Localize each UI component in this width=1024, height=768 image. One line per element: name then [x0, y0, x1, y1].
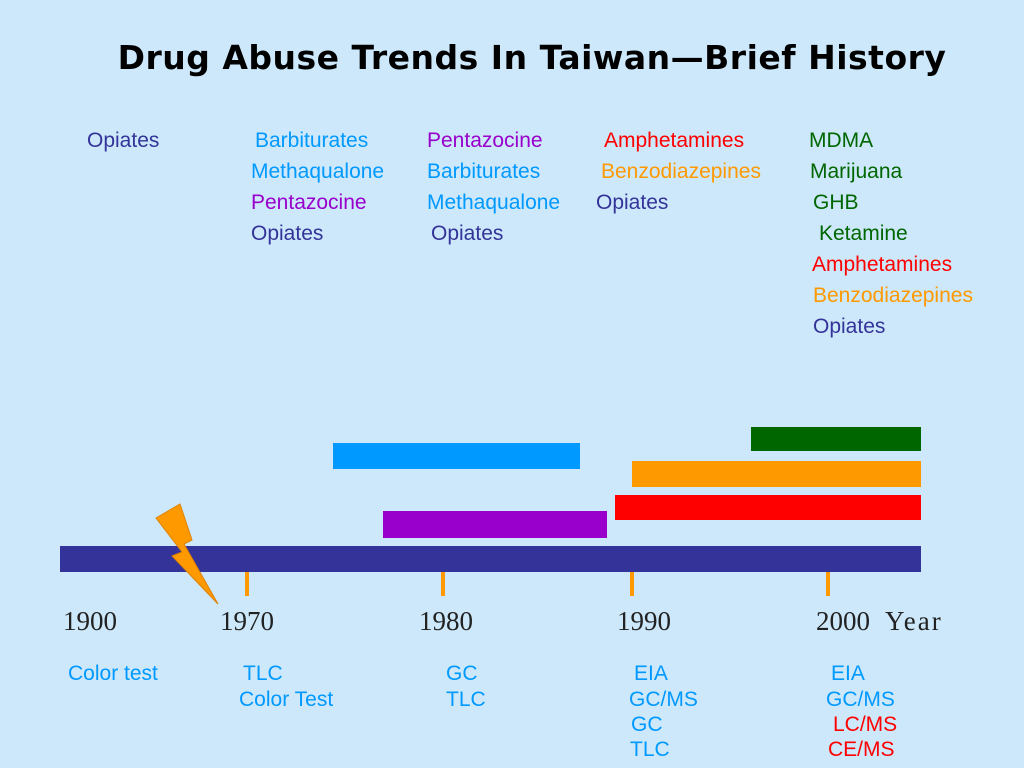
drug-methaqualone: Methaqualone: [251, 160, 385, 183]
year-2000: 2000: [816, 606, 870, 636]
method-color-test: Color Test: [239, 688, 334, 711]
page-title: Drug Abuse Trends In Taiwan—Brief Histor…: [117, 38, 947, 77]
tick-2000: [826, 572, 830, 596]
method-tlc: TLC: [446, 688, 486, 711]
drug-amphetamines: Amphetamines: [604, 129, 745, 152]
method-ce-ms: CE/MS: [828, 738, 895, 761]
method-gc-ms: GC/MS: [826, 688, 895, 711]
method-gc-ms: GC/MS: [629, 688, 698, 711]
tick-1970: [245, 572, 249, 596]
drug-marijuana: Marijuana: [810, 160, 903, 183]
year-1990: 1990: [617, 606, 671, 636]
method-eia: EIA: [831, 662, 865, 685]
drug-benzodiazepines: Benzodiazepines: [601, 160, 761, 183]
method-eia: EIA: [634, 662, 668, 685]
drug-opiates: Opiates: [813, 315, 886, 338]
timeline-bar: [60, 546, 921, 572]
drug-opiates: Opiates: [431, 222, 504, 245]
drug-methaqualone: Methaqualone: [427, 191, 561, 214]
amphetamines-period-bar: [615, 495, 921, 520]
method-lc-ms: LC/MS: [833, 713, 898, 736]
drug-barbiturates: Barbiturates: [255, 129, 369, 152]
drug-mdma: MDMA: [809, 129, 874, 152]
method-tlc: TLC: [630, 738, 670, 761]
mdma-period-bar: [751, 427, 921, 451]
drug-opiates: Opiates: [251, 222, 324, 245]
method-tlc: TLC: [243, 662, 283, 685]
pentazocine-period-bar: [383, 511, 607, 538]
tick-1980: [441, 572, 445, 596]
year-1980: 1980: [419, 606, 473, 636]
drug-benzodiazepines: Benzodiazepines: [813, 284, 973, 307]
barbiturates-period-bar: [333, 443, 580, 469]
drug-ketamine: Ketamine: [819, 222, 908, 245]
drug-barbiturates: Barbiturates: [427, 160, 541, 183]
drug-pentazocine: Pentazocine: [427, 129, 543, 152]
drug-ghb: GHB: [813, 191, 859, 214]
drug-opiates: Opiates: [87, 129, 160, 152]
lightning-bolt-icon: [155, 503, 219, 605]
method-gc: GC: [631, 713, 663, 736]
benzodiazepines-period-bar: [632, 461, 921, 487]
method-gc: GC: [446, 662, 478, 685]
year-1900: 1900: [63, 606, 117, 636]
drug-pentazocine: Pentazocine: [251, 191, 367, 214]
method-color-test: Color test: [68, 662, 158, 685]
year-axis-label: Year: [885, 606, 943, 636]
drug-amphetamines: Amphetamines: [812, 253, 953, 276]
tick-1990: [630, 572, 634, 596]
drug-opiates: Opiates: [596, 191, 669, 214]
year-1970: 1970: [220, 606, 274, 636]
